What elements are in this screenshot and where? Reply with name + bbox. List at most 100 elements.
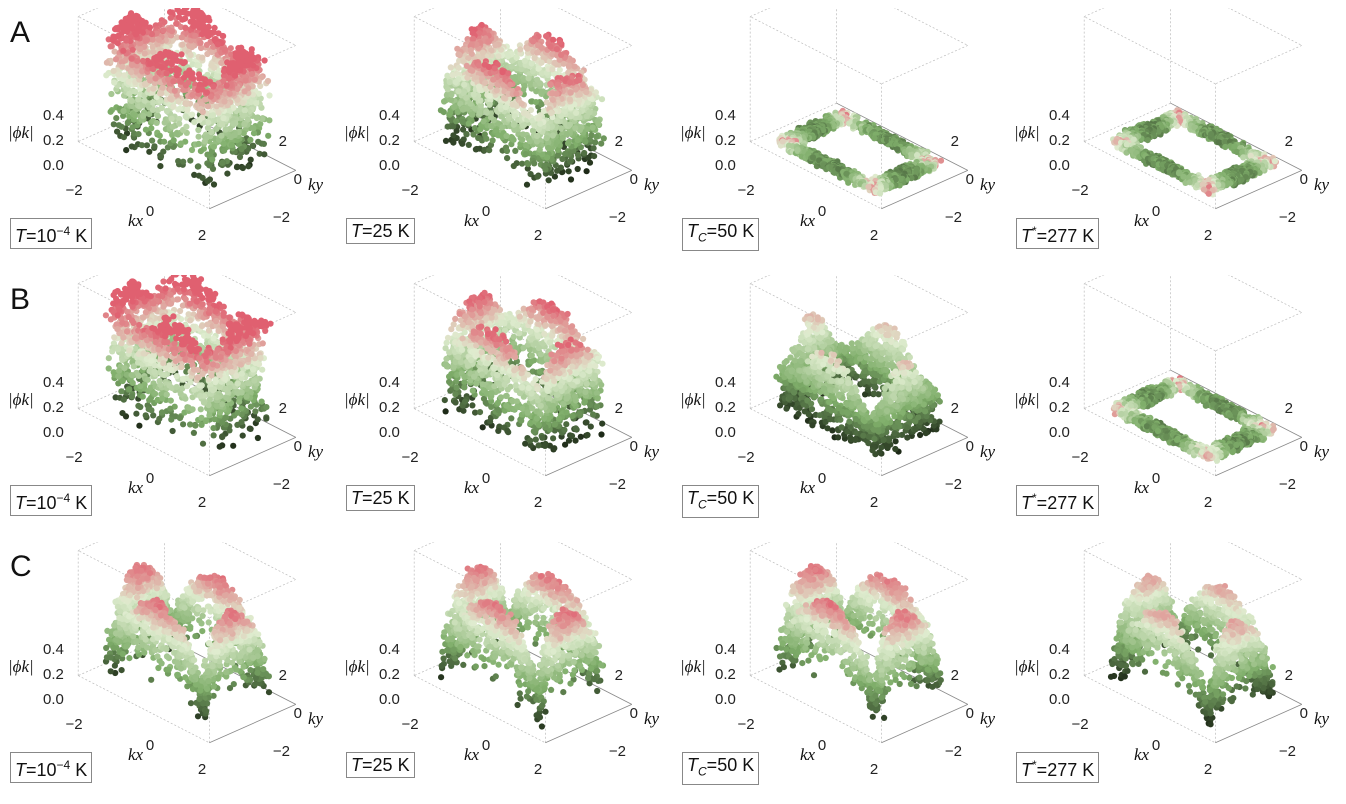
z-tick-label: 0.0	[715, 157, 736, 174]
x-tick-label: −2	[1071, 182, 1088, 199]
temperature-symbol: T	[1021, 760, 1032, 780]
temperature-label: T=25 K	[346, 485, 415, 511]
z-tick-label: 0.4	[379, 107, 400, 124]
y-axis-label: ky	[1314, 175, 1330, 194]
z-axis-label: |ϕk|	[680, 390, 706, 409]
temperature-subscript: C	[698, 231, 707, 245]
temperature-label: T=10−4 K	[10, 218, 92, 249]
x-tick-label: −2	[65, 182, 82, 199]
temperature-value: 277	[1047, 760, 1077, 780]
temperature-label: TC=50 K	[682, 218, 759, 251]
temperature-unit: K	[398, 755, 410, 775]
z-tick-label: 0.2	[43, 399, 64, 416]
x-axis-label: kx	[128, 745, 144, 764]
x-tick-label: 0	[146, 737, 154, 754]
y-axis-label: ky	[644, 175, 660, 194]
x-axis-label: kx	[128, 211, 144, 230]
x-tick-label: −2	[401, 449, 418, 466]
surface-points	[773, 311, 943, 457]
surface-points	[103, 8, 272, 188]
surface-points	[438, 564, 606, 730]
x-tick-label: 2	[1204, 761, 1212, 778]
x-axis-label: kx	[128, 478, 144, 497]
temperature-label: T*=277 K	[1016, 218, 1099, 249]
x-axis-label: kx	[464, 478, 480, 497]
x-tick-label: 2	[534, 227, 542, 244]
x-tick-label: 2	[1204, 494, 1212, 511]
y-tick-label: 0	[294, 705, 302, 722]
z-tick-label: 0.0	[1049, 424, 1070, 441]
y-tick-label: 0	[294, 438, 302, 455]
temperature-star: *	[1032, 758, 1037, 772]
temperature-symbol: T	[687, 488, 698, 508]
temperature-unit: K	[742, 221, 754, 241]
temperature-unit: K	[75, 760, 87, 780]
y-axis-label: ky	[980, 709, 996, 728]
z-tick-label: 0.0	[43, 691, 64, 708]
y-tick-label: −2	[1279, 209, 1296, 226]
y-tick-label: −2	[945, 209, 962, 226]
y-tick-label: 0	[630, 438, 638, 455]
y-tick-label: −2	[609, 476, 626, 493]
temperature-symbol: T	[15, 493, 26, 513]
y-tick-label: −2	[1279, 476, 1296, 493]
z-tick-label: 0.0	[43, 157, 64, 174]
x-tick-label: 0	[482, 737, 490, 754]
x-tick-label: −2	[1071, 716, 1088, 733]
z-tick-label: 0.2	[1049, 399, 1070, 416]
z-tick-label: 0.0	[379, 691, 400, 708]
temperature-value: 50	[717, 755, 737, 775]
x-tick-label: −2	[401, 182, 418, 199]
y-tick-label: 2	[1285, 667, 1293, 684]
temperature-label: T*=277 K	[1016, 485, 1099, 516]
temperature-symbol: T	[1021, 493, 1032, 513]
temperature-symbol: T	[687, 755, 698, 775]
y-tick-label: 2	[279, 133, 287, 150]
z-axis-label: |ϕk|	[8, 123, 34, 142]
x-tick-label: 0	[818, 470, 826, 487]
y-tick-label: 2	[615, 400, 623, 417]
y-axis-label: ky	[644, 709, 660, 728]
z-tick-label: 0.4	[43, 374, 64, 391]
y-axis-label: ky	[308, 175, 324, 194]
temperature-unit: K	[742, 755, 754, 775]
z-axis-label: |ϕk|	[1014, 123, 1040, 142]
x-tick-label: 2	[534, 761, 542, 778]
surface-points	[438, 22, 607, 188]
y-tick-label: −2	[609, 209, 626, 226]
z-tick-label: 0.0	[1049, 157, 1070, 174]
temperature-exponent: −4	[57, 758, 71, 772]
x-tick-label: 0	[818, 737, 826, 754]
y-tick-label: 0	[630, 171, 638, 188]
temperature-value: 25	[373, 221, 393, 241]
y-tick-label: 2	[951, 667, 959, 684]
x-tick-label: −2	[65, 716, 82, 733]
temperature-value: 277	[1047, 493, 1077, 513]
x-tick-label: −2	[401, 716, 418, 733]
y-tick-label: 2	[279, 400, 287, 417]
y-tick-label: 2	[279, 667, 287, 684]
z-tick-label: 0.4	[379, 374, 400, 391]
x-tick-label: 2	[534, 494, 542, 511]
x-tick-label: 0	[146, 470, 154, 487]
y-tick-label: 0	[1300, 438, 1308, 455]
temperature-value: 50	[717, 221, 737, 241]
surface-points	[441, 290, 605, 453]
y-tick-label: 0	[966, 171, 974, 188]
z-tick-label: 0.4	[1049, 107, 1070, 124]
x-axis-label: kx	[464, 745, 480, 764]
surface-points	[774, 563, 944, 721]
temperature-unit: K	[1082, 493, 1094, 513]
y-tick-label: 0	[1300, 705, 1308, 722]
y-tick-label: 2	[1285, 400, 1293, 417]
y-tick-label: 2	[615, 667, 623, 684]
x-tick-label: −2	[737, 449, 754, 466]
